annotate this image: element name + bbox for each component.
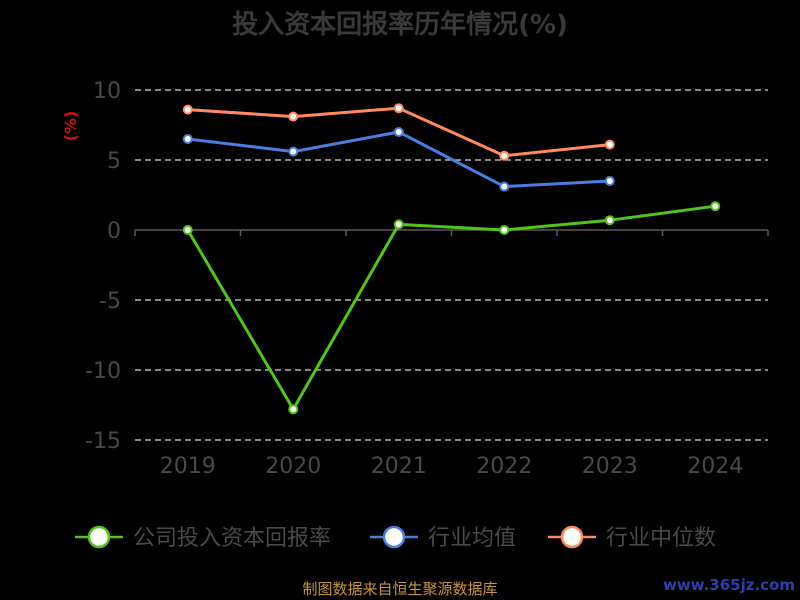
x-tick-labels: 2019 2020 2021 2022 2023 2024 [160,454,744,479]
series-line [187,130,610,189]
data-point [182,104,193,115]
data-point [393,103,404,114]
data-point [393,127,404,137]
x-tick-label: 2023 [582,454,638,479]
data-point [604,139,615,150]
data-point [393,219,404,230]
data-point [499,225,510,235]
y-tick-labels: 10 5 0 -5 -10 -15 [85,79,121,454]
data-point [288,111,299,122]
y-tick-label: 10 [93,79,121,104]
data-point [288,404,299,415]
series-0 [182,201,721,415]
gridlines [135,89,768,441]
series-line [186,204,716,411]
legend-label: 行业中位数 [606,526,716,551]
series-lines [182,103,721,415]
legend-marker [560,525,584,549]
data-source-note: 制图数据来自恒生聚源数据库 [302,580,497,598]
data-point [288,146,299,157]
legend-item-0: 公司投入资本回报率 [75,525,331,551]
data-point [604,176,615,186]
data-point [710,201,721,212]
series-1 [182,127,615,192]
x-tick-label: 2024 [687,454,743,479]
legend-item-1: 行业均值 [370,525,516,551]
x-tick-label: 2019 [160,454,216,479]
legend: 公司投入资本回报率 行业均值 行业中位数 [75,525,716,551]
axes [134,229,769,236]
legend-label: 行业均值 [428,526,516,551]
chart-title: 投入资本回报率历年情况(%) [232,9,568,40]
legend-item-2: 行业中位数 [548,525,716,551]
data-point [499,150,510,161]
legend-marker [87,525,111,549]
x-tick-label: 2020 [265,454,321,479]
series-2 [182,103,615,161]
y-tick-label: 0 [107,219,121,244]
x-tick-label: 2022 [476,454,532,479]
x-tick-label: 2021 [371,454,427,479]
data-point [604,215,615,226]
data-point [182,225,193,235]
y-tick-label: -10 [85,359,121,384]
legend-label: 公司投入资本回报率 [133,526,331,551]
legend-marker [382,525,406,549]
data-point [499,181,510,192]
y-tick-label: 5 [107,149,121,174]
watermark: www.365jz.com [663,576,795,594]
y-tick-label: -15 [85,429,121,454]
y-axis-label: (%) [61,111,80,142]
y-tick-label: -5 [99,289,121,314]
data-point [182,134,193,144]
